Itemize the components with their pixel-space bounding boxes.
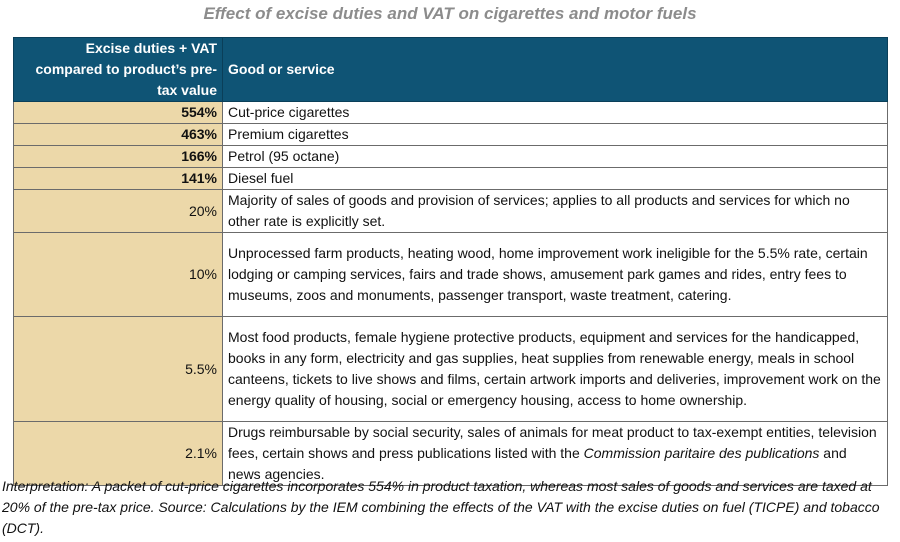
page-title: Effect of excise duties and VAT on cigar…: [203, 4, 697, 23]
description-cell: Unprocessed farm products, heating wood,…: [222, 232, 888, 317]
description-text: Drugs reimbursable by social security, s…: [228, 424, 877, 461]
rate-cell: 20%: [13, 189, 223, 233]
table-row: 141% Diesel fuel: [13, 167, 888, 190]
tax-table: Excise duties + VAT compared to product’…: [13, 37, 888, 486]
rate-cell: 554%: [13, 101, 223, 124]
interpretation-note: Interpretation: A packet of cut-price ci…: [2, 478, 880, 536]
description-cell: Diesel fuel: [222, 167, 888, 190]
description-cell: Drugs reimbursable by social security, s…: [222, 421, 888, 486]
description-italic-text: Commission paritaire des publications: [583, 445, 820, 461]
description-cell: Majority of sales of goods and provision…: [222, 189, 888, 233]
description-cell: Premium cigarettes: [222, 123, 888, 146]
rate-cell: 2.1%: [13, 421, 223, 486]
header-good: Good or service: [222, 37, 888, 102]
table-row: 554% Cut-price cigarettes: [13, 101, 888, 124]
table-row: 2.1% Drugs reimbursable by social securi…: [13, 421, 888, 486]
rate-cell: 463%: [13, 123, 223, 146]
table-row: 463% Premium cigarettes: [13, 123, 888, 146]
table-header-row: Excise duties + VAT compared to product’…: [13, 37, 888, 102]
description-cell: Cut-price cigarettes: [222, 101, 888, 124]
description-cell: Most food products, female hygiene prote…: [222, 316, 888, 422]
rate-cell: 5.5%: [13, 316, 223, 422]
table-row: 20% Majority of sales of goods and provi…: [13, 189, 888, 233]
rate-cell: 10%: [13, 232, 223, 317]
rate-cell: 141%: [13, 167, 223, 190]
rate-cell: 166%: [13, 145, 223, 168]
description-cell: Petrol (95 octane): [222, 145, 888, 168]
header-rate: Excise duties + VAT compared to product’…: [13, 37, 223, 102]
table-row: 10% Unprocessed farm products, heating w…: [13, 232, 888, 317]
table-row: 166% Petrol (95 octane): [13, 145, 888, 168]
description-text: and news agencies.: [228, 445, 847, 482]
table-row: 5.5% Most food products, female hygiene …: [13, 316, 888, 422]
